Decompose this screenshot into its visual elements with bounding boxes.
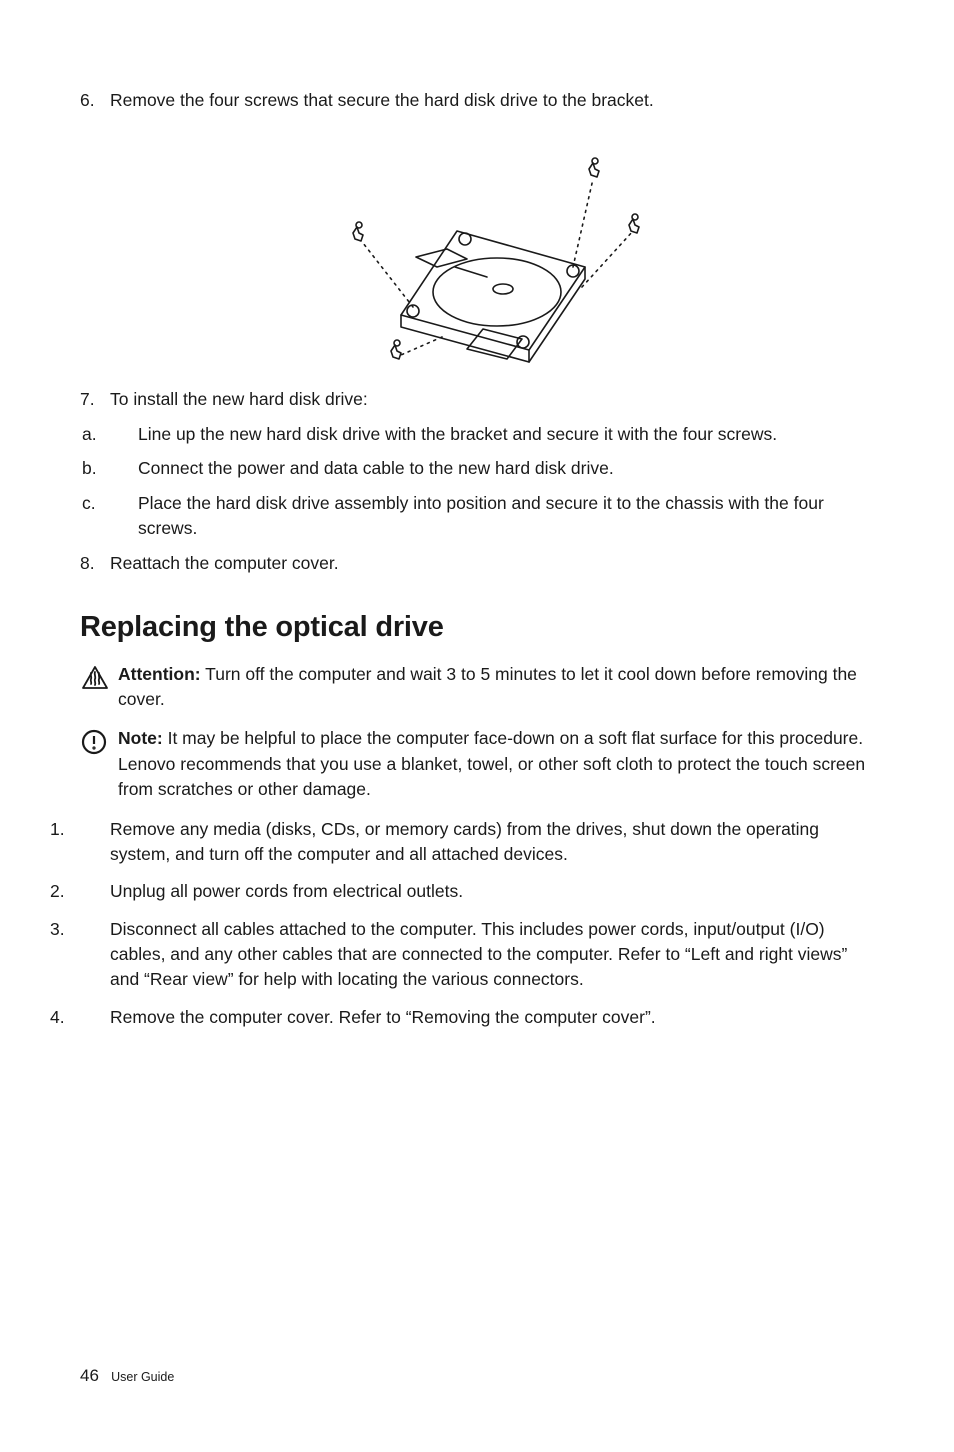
steps-list: 1.Remove any media (disks, CDs, or memor… — [80, 817, 874, 1031]
step-8: 8.Reattach the computer cover. — [80, 551, 874, 576]
step-6: 6.Remove the four screws that secure the… — [80, 88, 874, 113]
step-6-text: Remove the four screws that secure the h… — [110, 90, 654, 110]
attention-text: Attention: Turn off the computer and wai… — [118, 662, 874, 713]
step-7: 7.To install the new hard disk drive: — [80, 387, 874, 412]
list-item: 4.Remove the computer cover. Refer to “R… — [80, 1005, 874, 1030]
hot-surface-icon — [80, 662, 118, 692]
page-number: 46 — [80, 1366, 99, 1385]
note-icon — [80, 726, 118, 756]
step-6-num: 6. — [80, 88, 110, 113]
hdd-illustration — [297, 127, 657, 367]
section-heading: Replacing the optical drive — [80, 611, 874, 644]
step-7-sub-a: a.Line up the new hard disk drive with t… — [110, 422, 864, 447]
list-item: 1.Remove any media (disks, CDs, or memor… — [80, 817, 874, 868]
step-7-sub-b: b.Connect the power and data cable to th… — [110, 456, 864, 481]
step-8-text: Reattach the computer cover. — [110, 553, 339, 573]
step-7-num: 7. — [80, 387, 110, 412]
note-text: Note: It may be helpful to place the com… — [118, 726, 874, 802]
step-7-sub-c: c.Place the hard disk drive assembly int… — [110, 491, 864, 542]
list-item: 3.Disconnect all cables attached to the … — [80, 917, 874, 993]
step-8-num: 8. — [80, 551, 110, 576]
note-callout: Note: It may be helpful to place the com… — [80, 726, 874, 802]
page-footer: 46 User Guide — [80, 1366, 174, 1386]
attention-callout: Attention: Turn off the computer and wai… — [80, 662, 874, 713]
list-item: 2.Unplug all power cords from electrical… — [80, 879, 874, 904]
footer-label: User Guide — [111, 1370, 174, 1384]
step-7-sub: a.Line up the new hard disk drive with t… — [110, 422, 864, 542]
step-7-text: To install the new hard disk drive: — [110, 389, 368, 409]
